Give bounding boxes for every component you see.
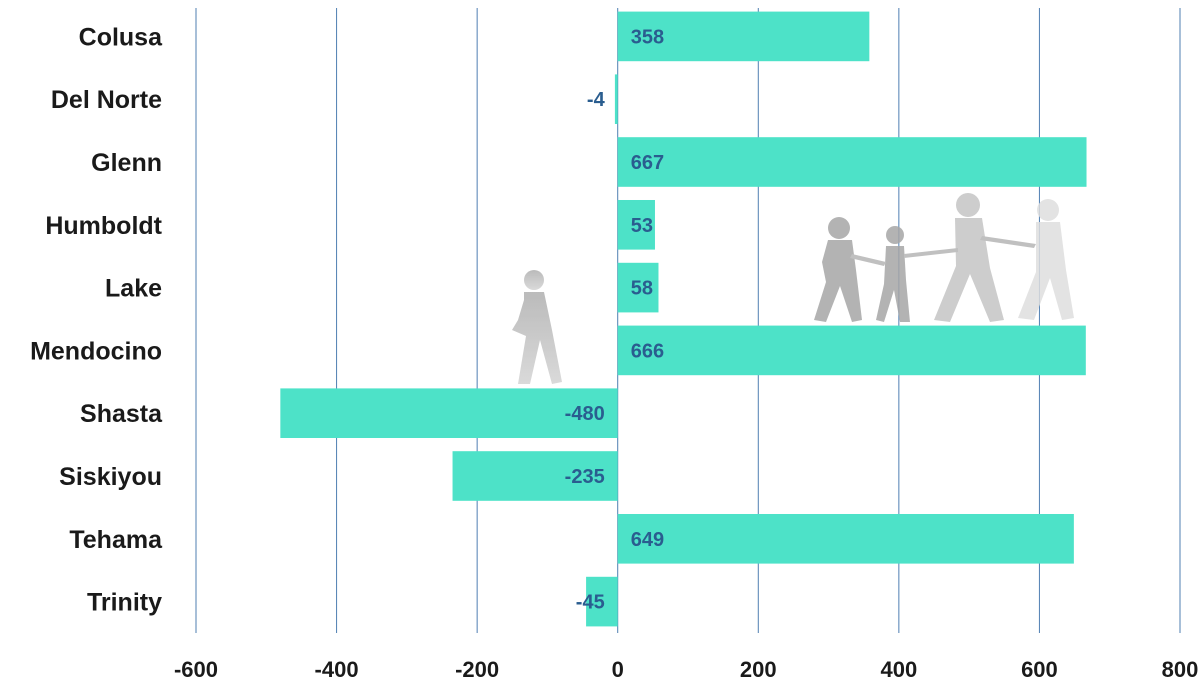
x-tick-label: 800 (1162, 657, 1199, 682)
x-tick-label: -400 (315, 657, 359, 682)
category-label: Lake (105, 275, 162, 303)
x-tick-label: 400 (880, 657, 917, 682)
data-label: 58 (631, 278, 653, 300)
bar (617, 325, 1086, 376)
data-label: -235 (565, 466, 605, 488)
bar (614, 74, 618, 125)
bars (280, 11, 1087, 627)
labels: -600 -400 -200 0 200 400 600 800 Colusa 358 Del No… (30, 23, 1198, 682)
x-tick-label: 0 (612, 657, 624, 682)
data-label: 649 (631, 529, 664, 551)
bar (452, 451, 618, 501)
category-label: Siskiyou (59, 463, 162, 491)
category-label: Tehama (69, 526, 163, 554)
bar (617, 262, 659, 313)
category-label: Colusa (79, 23, 163, 51)
data-label: 667 (631, 152, 664, 174)
category-label: Shasta (80, 400, 163, 428)
category-label: Trinity (87, 589, 162, 617)
bar (280, 388, 618, 439)
bar (617, 513, 1074, 564)
data-label: -480 (565, 403, 605, 425)
walking-people-illustration (512, 193, 1074, 384)
data-label: -4 (587, 89, 606, 111)
category-label: Mendocino (30, 337, 162, 365)
data-label: 666 (631, 340, 664, 362)
category-label: Glenn (91, 149, 162, 177)
category-label: Del Norte (51, 86, 162, 114)
bar (617, 199, 655, 250)
data-label: 358 (631, 26, 664, 48)
x-tick-label: 600 (1021, 657, 1058, 682)
x-tick-label: -600 (174, 657, 218, 682)
bar (586, 576, 618, 627)
walker-silhouette (512, 270, 562, 384)
category-label: Humboldt (45, 212, 162, 240)
data-label: 53 (631, 215, 653, 237)
bar (617, 137, 1087, 187)
gridlines (195, 8, 1181, 633)
bar (617, 11, 870, 62)
x-tick-label: -200 (455, 657, 499, 682)
data-label: -45 (576, 592, 605, 614)
x-tick-label: 200 (740, 657, 777, 682)
family-silhouette (814, 193, 1074, 322)
